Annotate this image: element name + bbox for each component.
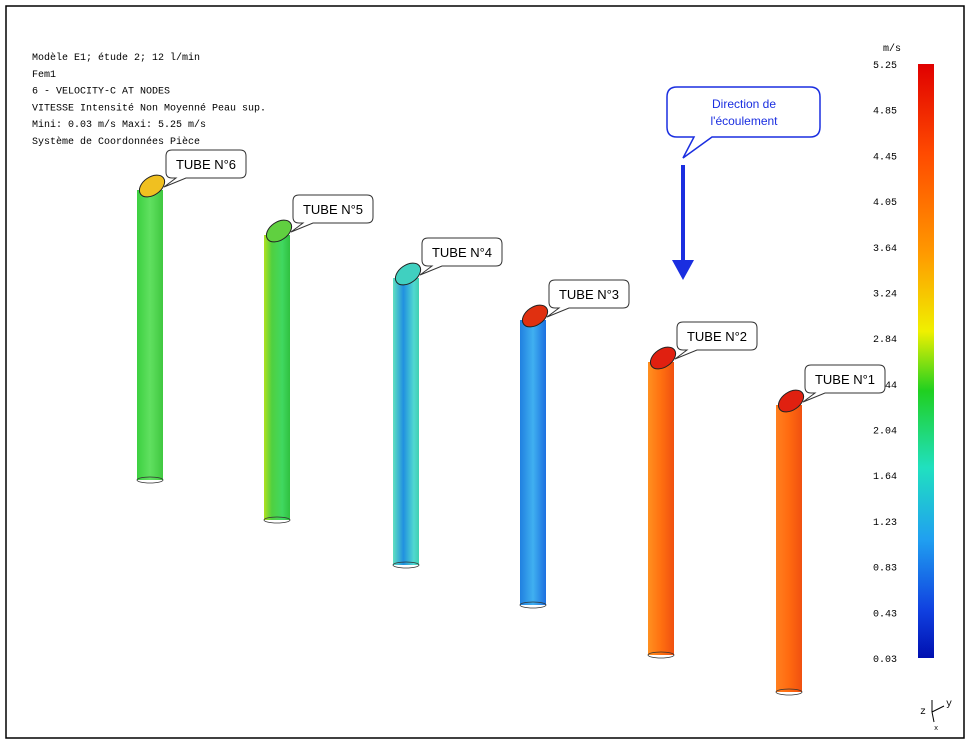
axis-label: z (920, 707, 926, 718)
tube-bottom (775, 688, 803, 696)
tubes: TUBE N°6 TUBE N°5 TUBE N°4 TUBE N°3 TUBE N°2… (136, 149, 886, 696)
color-scale (918, 64, 934, 658)
axis-triad: z y x (920, 699, 952, 733)
tube-body (776, 405, 802, 692)
tube: TUBE N°3 (519, 279, 630, 609)
tube-label-box (802, 364, 886, 403)
axis-label: y (946, 699, 952, 710)
colorbar-tick-label: 4.45 (873, 152, 897, 163)
tube-bottom (263, 516, 291, 524)
tube-body (648, 362, 674, 655)
colorbar-tick-label: 0.43 (873, 609, 897, 620)
tube-body (264, 235, 290, 520)
tube-label-box (674, 321, 758, 360)
tube-label-box (419, 237, 503, 276)
colorbar-tick-label: 3.24 (873, 289, 897, 300)
tube-body (137, 190, 163, 480)
tube-body (393, 278, 419, 565)
tube-cap (138, 174, 166, 198)
tube-cap (265, 219, 293, 243)
callout-text: Direction de (712, 97, 776, 111)
colorbar-tick-label: 4.85 (873, 107, 897, 118)
tube: TUBE N°1 (775, 364, 886, 696)
tube-cap (521, 304, 549, 328)
tube-label-box (290, 194, 374, 233)
colorbar-tick-label: 1.64 (873, 472, 897, 483)
colorbar-tick-label: 0.83 (873, 564, 897, 575)
header-line: Mini: 0.03 m/s Maxi: 5.25 m/s (32, 119, 206, 131)
tube: TUBE N°2 (647, 321, 758, 659)
header-line: VITESSE Intensité Non Moyenné Peau sup. (32, 102, 266, 114)
flow-arrow-head (672, 260, 694, 280)
tube-cap (649, 346, 677, 370)
tube-label: TUBE N°2 (687, 329, 747, 344)
header-line: Système de Coordonnées Pièce (32, 136, 200, 148)
tube-label: TUBE N°6 (176, 157, 236, 172)
header-line: 6 - VELOCITY-C AT NODES (32, 87, 170, 98)
tube-label: TUBE N°5 (303, 202, 363, 217)
header: Modèle E1; étude 2; 12 l/min Fem1 6 - VELO… (32, 52, 266, 148)
colorbar-tick-label: 1.23 (873, 518, 897, 529)
tube: TUBE N°5 (263, 194, 374, 524)
tube-label: TUBE N°3 (559, 287, 619, 302)
callout-box (666, 86, 821, 159)
tube: TUBE N°4 (392, 237, 503, 569)
colorbar-tick-label: 2.04 (873, 427, 897, 438)
tube-bottom (392, 561, 420, 569)
colorbar-tick-label: 0.03 (873, 655, 897, 666)
tube-bottom (519, 601, 547, 609)
colorbar-unit: m/s (883, 43, 901, 55)
tube-cap (777, 389, 805, 413)
tube-cap (394, 262, 422, 286)
tube-bottom (647, 651, 675, 659)
colorbar-tick-label: 5.25 (873, 61, 897, 72)
header-line: Fem1 (32, 70, 56, 81)
colorbar-tick-label: 3.64 (873, 244, 897, 255)
tube-bottom (136, 476, 164, 484)
colorbar-tick-label: 2.84 (873, 335, 897, 346)
axis-label: x (934, 725, 938, 733)
tube-label-box (163, 149, 247, 188)
tube: TUBE N°6 (136, 149, 247, 484)
tube-label: TUBE N°4 (432, 245, 492, 260)
colorbar-tick-label: 4.05 (873, 198, 897, 209)
flow-callout: Direction de l'écoulement (666, 86, 821, 280)
tube-body (520, 320, 546, 605)
colorbar-ticks: 5.254.854.454.053.643.242.842.442.041.64… (873, 61, 897, 666)
tube-label: TUBE N°1 (815, 372, 875, 387)
header-line: Modèle E1; étude 2; 12 l/min (32, 52, 200, 64)
callout-text: l'écoulement (711, 114, 779, 128)
tube-label-box (546, 279, 630, 318)
